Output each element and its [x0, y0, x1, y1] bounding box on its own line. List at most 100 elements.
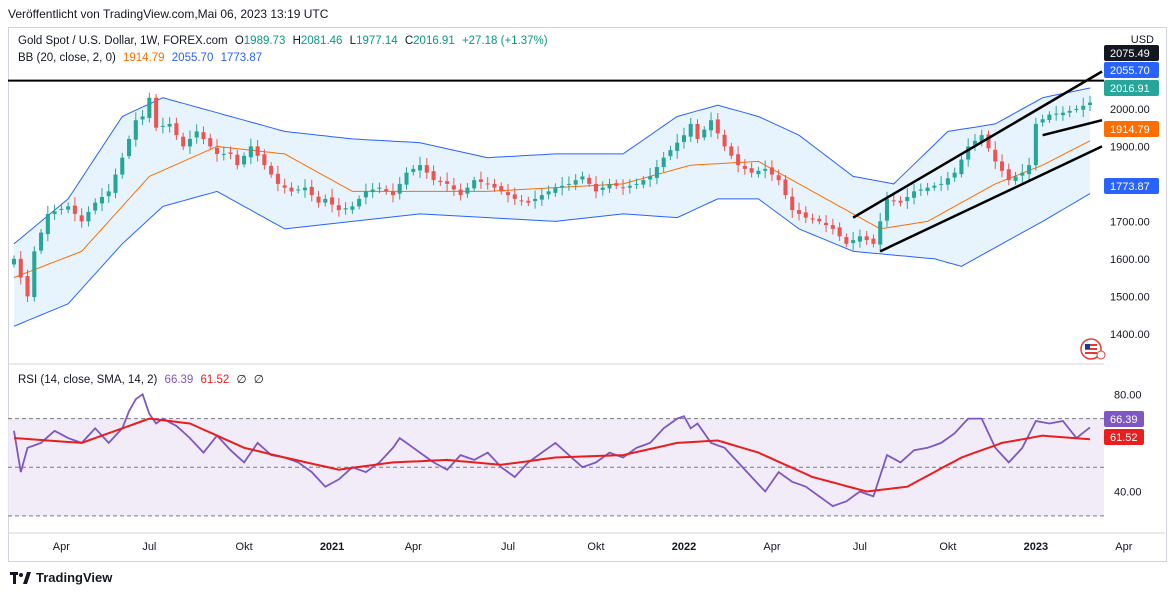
candle [648, 176, 653, 180]
time-tick-label: Apr [1115, 541, 1132, 553]
candle [851, 240, 856, 244]
candle [817, 218, 822, 222]
bb-basis-value: 1914.79 [123, 52, 165, 64]
candle [72, 205, 77, 214]
candle [715, 119, 720, 134]
candle [573, 180, 578, 185]
rsi-axis-badge [1104, 411, 1144, 427]
candle [675, 142, 680, 151]
time-tick-label: Apr [405, 541, 422, 553]
time-tick-label: Okt [939, 541, 956, 553]
candle [1060, 112, 1065, 116]
ohlc-high: H2081.46 [292, 35, 343, 47]
bb-lower-value: 1773.87 [220, 52, 263, 64]
candle [932, 185, 937, 188]
price-axis-badge-label: 2055.70 [1110, 65, 1150, 77]
trendline [852, 70, 1103, 219]
candle [864, 236, 869, 241]
symbol-legend[interactable]: Gold Spot / U.S. Dollar, 1W, FOREX.com O… [18, 35, 552, 47]
tradingview-logo-icon [10, 571, 31, 584]
candle [221, 153, 226, 155]
candle [878, 221, 883, 245]
candle [323, 198, 328, 203]
ohlc-close: C2016.91 [404, 35, 455, 47]
candle [546, 191, 551, 195]
candle [898, 200, 903, 203]
candle [424, 165, 429, 173]
candle [769, 167, 774, 175]
candle [275, 173, 280, 184]
time-tick-label: Jul [501, 541, 515, 553]
candle [181, 136, 186, 147]
rsi-tick-label: 80.00 [1114, 389, 1142, 401]
candle [79, 215, 84, 222]
candle [952, 172, 957, 178]
trendline [879, 145, 1103, 253]
candle [59, 208, 64, 210]
published-caption: Veröffentlicht von TradingView.com,Mai 0… [8, 7, 329, 21]
candle [783, 179, 788, 196]
candle [99, 197, 105, 204]
candle [228, 152, 233, 154]
candle [478, 179, 483, 183]
bb-upper-value: 2055.70 [171, 52, 214, 64]
candle [52, 211, 57, 214]
candle [539, 195, 544, 200]
candle [390, 191, 395, 196]
candle [587, 177, 592, 184]
candle [384, 189, 389, 192]
candle [45, 213, 50, 235]
rsi-legend[interactable]: RSI (14, close, SMA, 14, 2) 66.39 61.52 … [18, 372, 268, 386]
bb-legend[interactable]: BB (20, close, 2, 0) 1914.79 2055.70 177… [18, 52, 266, 64]
candle [803, 212, 808, 218]
candle [465, 187, 470, 194]
candle [756, 170, 761, 175]
candle [966, 146, 971, 160]
bb-lower-line [13, 190, 1091, 327]
candle [1040, 119, 1045, 123]
candle [709, 120, 714, 131]
candle [458, 189, 463, 196]
candle [999, 161, 1005, 171]
candle [140, 116, 145, 120]
price-tick-label: 1700.00 [1110, 216, 1150, 228]
candle [627, 185, 632, 188]
price-axis-badge [1104, 80, 1159, 96]
candle [330, 197, 335, 205]
candle [654, 167, 659, 178]
price-change: +27.18 (+1.37%) [461, 35, 548, 47]
price-tick-label: 2000.00 [1110, 104, 1150, 116]
candle [837, 227, 842, 237]
candle [857, 236, 862, 242]
candle [993, 149, 998, 162]
rsi-ma-line [13, 417, 1091, 493]
candle [722, 134, 727, 147]
candle [39, 232, 44, 251]
price-tick-label: 1400.00 [1110, 329, 1150, 341]
candle [350, 206, 355, 210]
candle [830, 225, 835, 229]
candle [1047, 114, 1052, 121]
time-tick-label: Okt [587, 541, 604, 553]
candle [248, 146, 253, 158]
time-tick-label: 2022 [672, 541, 696, 553]
candle [133, 120, 138, 140]
ohlc-low: L1977.14 [349, 35, 398, 47]
ohlc-open: O1989.73 [234, 35, 286, 47]
candle [790, 196, 795, 211]
tradingview-brand[interactable]: TradingView [10, 570, 112, 585]
bb-fill [14, 88, 1090, 327]
candle [438, 180, 443, 183]
candle [262, 154, 267, 166]
candle [979, 135, 984, 142]
candle [634, 183, 639, 185]
candle [451, 185, 456, 190]
candle [621, 187, 626, 189]
candle [763, 168, 768, 171]
candle [736, 154, 741, 166]
rsi-ma-value: 61.52 [200, 374, 230, 386]
candle [905, 197, 910, 202]
candle [776, 175, 781, 181]
candle [86, 211, 91, 222]
